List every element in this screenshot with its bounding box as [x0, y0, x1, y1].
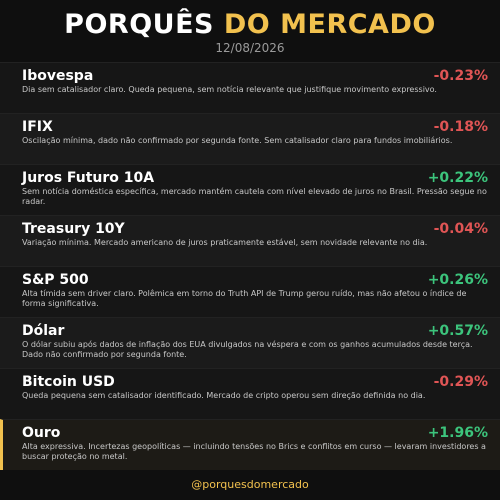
- item-row: Juros Futuro 10A +0.22% Sem notícia domést…: [0, 164, 500, 215]
- item-change: -0.29%: [433, 374, 488, 390]
- item-description: Sem notícia doméstica específica, mercad…: [22, 187, 487, 206]
- item-name: Bitcoin USD: [22, 374, 115, 390]
- item-name: Juros Futuro 10A: [22, 170, 155, 186]
- item-change: +0.57%: [427, 323, 488, 339]
- item-description: Dia sem catalisador claro. Queda pequena…: [22, 85, 437, 94]
- item-change: +0.26%: [427, 272, 488, 288]
- item-change: +0.22%: [427, 170, 488, 186]
- item-name: Ouro: [22, 425, 61, 441]
- item-list: Ibovespa -0.23% Dia sem catalisador claro.…: [0, 62, 500, 470]
- item-change: -0.04%: [433, 221, 488, 237]
- item-row: Treasury 10Y -0.04% Variação mínima. Merca…: [0, 215, 500, 266]
- item-row: Ibovespa -0.23% Dia sem catalisador claro.…: [0, 62, 500, 113]
- item-header: Treasury 10Y -0.04%: [22, 220, 488, 238]
- item-header: S&P 500 +0.26%: [22, 271, 488, 289]
- item-row: S&P 500 +0.26% Alta tímida sem driver clar…: [0, 266, 500, 317]
- item-change: -0.18%: [433, 119, 488, 135]
- item-name: S&P 500: [22, 272, 89, 288]
- item-name: Treasury 10Y: [22, 221, 125, 237]
- item-description: Alta tímida sem driver claro. Polêmica e…: [22, 289, 467, 308]
- item-header: Ibovespa -0.23%: [22, 67, 488, 85]
- item-header: Ouro +1.96%: [22, 424, 488, 442]
- header: PORQUÊS DO MERCADO 12/08/2026: [0, 0, 500, 62]
- item-row: Ouro +1.96% Alta expressiva. Incertezas ge…: [0, 419, 500, 470]
- item-name: Ibovespa: [22, 68, 94, 84]
- item-name: IFIX: [22, 119, 53, 135]
- item-row: IFIX -0.18% Oscilação mínima, dado não con…: [0, 113, 500, 164]
- item-change: +1.96%: [427, 425, 488, 441]
- title-gold: DO MERCADO: [223, 9, 436, 40]
- date: 12/08/2026: [215, 41, 285, 55]
- footer-handle: @porquesdomercado: [191, 478, 309, 491]
- item-header: Dólar +0.57%: [22, 322, 488, 340]
- item-description: Oscilação mínima, dado não confirmado po…: [22, 136, 453, 145]
- item-row: Dólar +0.57% O dólar subiu após dados de i…: [0, 317, 500, 368]
- item-description: O dólar subiu após dados de inflação dos…: [22, 340, 473, 359]
- item-description: Variação mínima. Mercado americano de ju…: [22, 238, 428, 247]
- item-header: Juros Futuro 10A +0.22%: [22, 169, 488, 187]
- title-white: PORQUÊS: [64, 9, 214, 40]
- item-description: Queda pequena sem catalisador identifica…: [22, 391, 426, 400]
- item-header: Bitcoin USD -0.29%: [22, 373, 488, 391]
- item-header: IFIX -0.18%: [22, 118, 488, 136]
- title: PORQUÊS DO MERCADO: [0, 0, 500, 41]
- item-change: -0.23%: [433, 68, 488, 84]
- item-row: Bitcoin USD -0.29% Queda pequena sem catal…: [0, 368, 500, 419]
- item-name: Dólar: [22, 323, 65, 339]
- item-description: Alta expressiva. Incertezas geopolíticas…: [22, 442, 486, 461]
